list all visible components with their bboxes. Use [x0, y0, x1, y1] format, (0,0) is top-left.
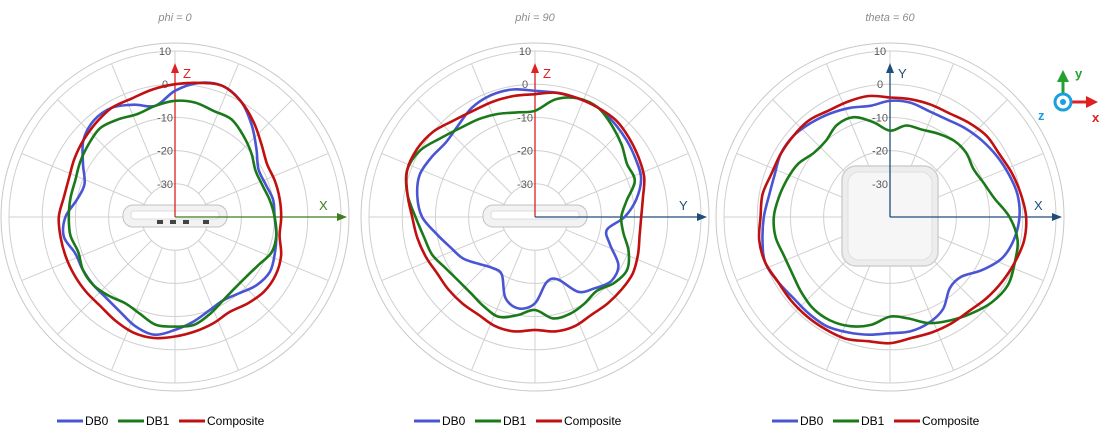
- grid-spoke: [736, 229, 860, 281]
- legend: DB0 DB1 Composite: [57, 414, 265, 428]
- grid-spoke: [187, 63, 239, 187]
- grid-spoke: [198, 99, 293, 194]
- legend-label: DB1: [146, 414, 170, 428]
- radial-tick-label: -30: [517, 179, 533, 191]
- grid-spoke: [547, 247, 599, 371]
- grid-spoke: [471, 63, 523, 187]
- legend-label: DB1: [861, 414, 885, 428]
- grid-spoke: [111, 247, 163, 371]
- vertical-axis-arrowhead: [531, 63, 539, 73]
- grid-spoke: [736, 153, 860, 205]
- grid-spoke: [826, 247, 878, 371]
- coord-z-label: z: [1038, 108, 1045, 123]
- vertical-axis-arrowhead: [171, 63, 179, 73]
- polar-chart-theta-60: theta = 60 10 0 -10 -20 -30 Y X: [715, 12, 1065, 392]
- port-icon: [170, 220, 176, 224]
- legend-label: DB0: [85, 414, 109, 428]
- legend-label: Composite: [207, 414, 265, 428]
- x-arrowhead: [1086, 96, 1098, 108]
- grid-spoke: [565, 229, 689, 281]
- series-line-db1: [404, 96, 637, 320]
- y-arrowhead: [1057, 70, 1069, 82]
- series-line-composite: [57, 81, 283, 340]
- grid-spoke: [205, 153, 329, 205]
- port-icon: [203, 220, 209, 224]
- legend: DB0 DB1 Composite: [772, 414, 980, 428]
- radial-tick-label: -20: [872, 146, 888, 158]
- coord-y-label: y: [1075, 66, 1083, 81]
- grid-spoke: [111, 63, 163, 187]
- radial-tick-label: -10: [157, 112, 173, 124]
- vertical-axis-label: Z: [543, 66, 551, 81]
- radial-tick-label: 10: [519, 46, 531, 58]
- horizontal-axis-label: Y: [679, 198, 688, 213]
- outer-ring: [360, 42, 710, 392]
- vertical-axis-arrowhead: [886, 63, 894, 73]
- radial-tick-label: 10: [874, 46, 886, 58]
- horizontal-axis-arrowhead: [337, 213, 347, 221]
- series-line-db0: [61, 81, 278, 337]
- grid-spoke: [198, 240, 293, 335]
- legend-label: Composite: [922, 414, 980, 428]
- outer-ring: [715, 42, 1065, 392]
- radial-tick-label: -30: [872, 179, 888, 191]
- vertical-axis-label: Y: [898, 66, 907, 81]
- grid-spoke: [558, 99, 653, 194]
- legends: DB0 DB1 Composite DB0 DB1 Composite DB0 DB1 Comp…: [57, 414, 980, 428]
- series-line-db1: [772, 115, 1020, 328]
- coordinate-axes-icon: y z x: [1038, 66, 1100, 125]
- radial-tick-label: -10: [872, 112, 888, 124]
- grid-spoke: [21, 153, 145, 205]
- chart-title: phi = 90: [514, 12, 555, 24]
- horizontal-axis-label: X: [1034, 198, 1043, 213]
- grid-spoke: [547, 63, 599, 187]
- radial-tick-label: -20: [517, 146, 533, 158]
- series-line-composite: [757, 94, 1028, 345]
- coord-x-label: x: [1092, 110, 1100, 125]
- radial-tick-label: -30: [157, 179, 173, 191]
- radial-tick-label: 10: [159, 46, 171, 58]
- grid-spoke: [920, 229, 1044, 281]
- grid-spoke: [381, 229, 505, 281]
- port-icon: [157, 220, 163, 224]
- grid-spoke: [902, 247, 954, 371]
- grid-spoke: [381, 153, 505, 205]
- chart-title: phi = 0: [157, 12, 192, 24]
- horizontal-axis-arrowhead: [697, 213, 707, 221]
- radial-tick-label: 0: [877, 79, 883, 91]
- radial-tick-label: 0: [522, 79, 528, 91]
- series-line-db0: [415, 87, 643, 311]
- grid-spoke: [21, 229, 145, 281]
- legend: DB0 DB1 Composite: [414, 414, 622, 428]
- series-line-composite: [404, 91, 646, 333]
- chart-title: theta = 60: [865, 12, 915, 24]
- grid-spoke: [205, 229, 329, 281]
- vertical-axis-label: Z: [183, 66, 191, 81]
- port-icon: [183, 220, 189, 224]
- legend-label: DB1: [503, 414, 527, 428]
- polar-chart-phi-90: phi = 90 10 0 -10 -20 -30 Z Y: [360, 12, 710, 392]
- grid-spoke: [57, 99, 152, 194]
- horizontal-axis-label: X: [319, 198, 328, 213]
- grid-spoke: [417, 99, 512, 194]
- radial-tick-label: -10: [517, 112, 533, 124]
- radial-tick-label: -20: [157, 146, 173, 158]
- grid-spoke: [57, 240, 152, 335]
- legend-label: Composite: [564, 414, 622, 428]
- horizontal-axis-arrowhead: [1052, 213, 1062, 221]
- series-line-db1: [67, 99, 278, 328]
- outer-ring: [0, 42, 350, 392]
- legend-label: DB0: [442, 414, 466, 428]
- grid-spoke: [565, 153, 689, 205]
- grid-spoke: [471, 247, 523, 371]
- legend-label: DB0: [800, 414, 824, 428]
